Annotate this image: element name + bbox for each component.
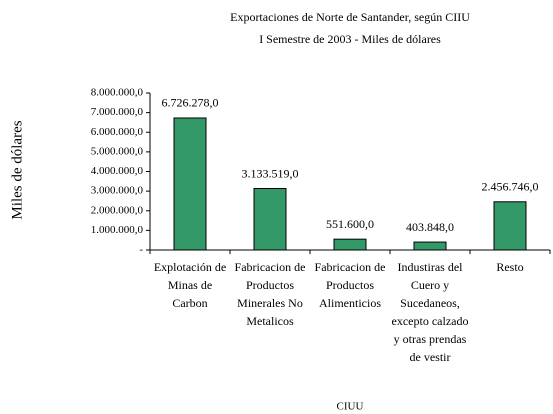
y-tick-label: 3.000.000,0	[91, 185, 144, 197]
bar	[253, 188, 287, 251]
y-tick-label: 7.000.000,0	[91, 106, 144, 118]
x-axis-label: CIUU	[337, 401, 364, 413]
y-tick-label: 5.000.000,0	[91, 145, 144, 157]
bar	[493, 201, 527, 251]
y-tick-label: 8.000.000,0	[91, 87, 144, 99]
x-tick-label: Explotación de Minas de Carbon	[153, 260, 227, 310]
value-label: 6.726.278,0	[162, 96, 219, 110]
y-tick-label: 2.000.000,0	[91, 204, 144, 216]
y-tick-label: 6.000.000,0	[91, 126, 144, 138]
y-tick-label: 4.000.000,0	[91, 165, 144, 177]
x-tick-label-box: Fabricacion de Productos Alimenticios	[314, 260, 386, 310]
chart-subtitle: I Semestre de 2003 - Miles de dólares	[259, 32, 441, 46]
x-tick-label: Resto	[496, 260, 524, 274]
x-tick-label-box: Industiras del Cuero y Sucedaneos, excep…	[391, 260, 469, 364]
x-tick-label-box: Fabricacion de Productos Minerales No Me…	[234, 260, 306, 328]
y-axis-label: Miles de dólares	[9, 120, 25, 219]
x-tick-label-box: Resto	[496, 260, 524, 274]
chart-title: Exportaciones de Norte de Santander, seg…	[230, 10, 470, 24]
x-tick-label: Fabricacion de Productos Alimenticios	[314, 260, 386, 310]
bar	[413, 241, 447, 251]
value-label: 403.848,0	[406, 220, 454, 234]
x-tick-label: Fabricacion de Productos Minerales No Me…	[234, 260, 306, 328]
value-label: 3.133.519,0	[242, 166, 299, 180]
x-tick-label-box: Explotación de Minas de Carbon	[153, 260, 227, 310]
y-tick-label: 1.000.000,0	[91, 224, 144, 236]
y-tick-label: -	[139, 244, 143, 256]
x-tick-label: Industiras del Cuero y Sucedaneos, excep…	[391, 260, 469, 364]
value-label: 2.456.746,0	[482, 180, 539, 194]
value-label: 551.600,0	[326, 217, 374, 231]
bar	[173, 117, 207, 251]
bar	[333, 238, 367, 251]
